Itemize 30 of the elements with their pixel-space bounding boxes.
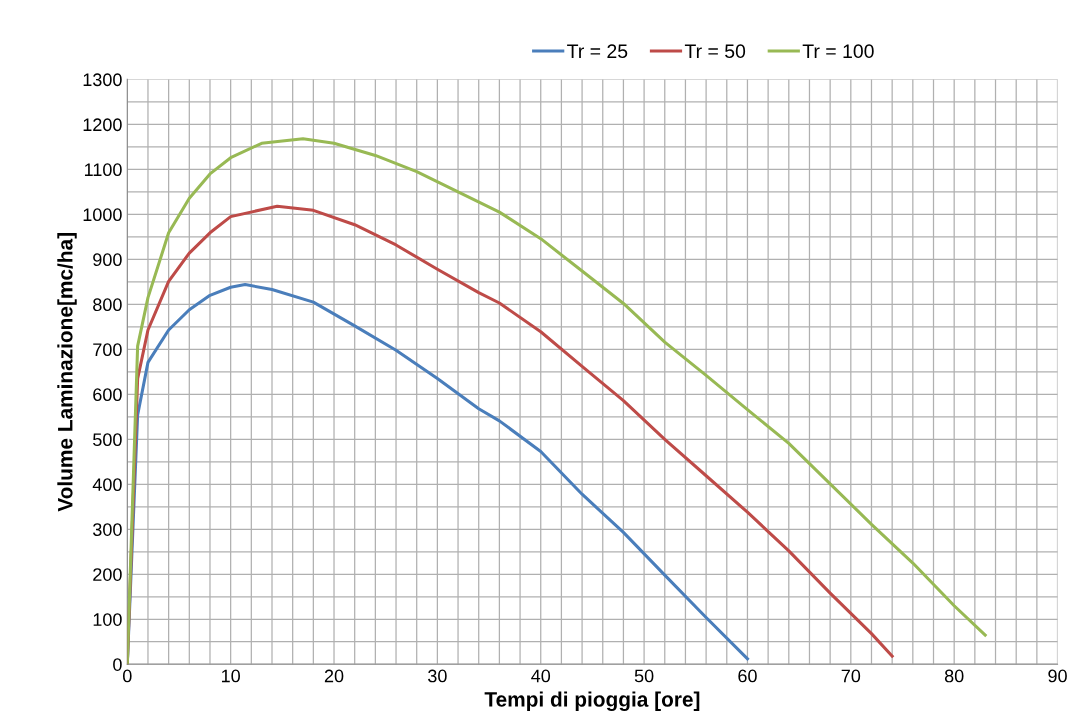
line-series [127,137,987,665]
x-tick-label: 50 [634,669,654,683]
x-tick-label: 40 [531,669,551,683]
y-tick-label: 0 [113,658,122,671]
y-tick-label: 800 [93,298,122,312]
x-tick-label: 60 [738,669,757,683]
y-tick-label: 1100 [84,163,122,177]
y-tick-label: 1000 [83,208,122,222]
y-tick-label: 900 [93,253,122,267]
x-axis-title: Tempi di pioggia [ore] [484,691,700,711]
y-tick-label: 1300 [83,73,122,87]
x-tick-label: 70 [841,669,861,683]
y-tick-label: 1200 [83,118,122,132]
x-tick-label: 20 [324,669,344,683]
x-tick-label: 10 [221,669,240,683]
legend-label: Tr = 25 [567,44,628,59]
x-tick-label: 90 [1048,669,1067,683]
x-tick-label: 30 [428,669,447,683]
y-tick-label: 200 [93,568,122,581]
y-tick-label: 500 [93,433,122,447]
y-tick-label: 300 [93,523,122,536]
legend-label: Tr = 100 [802,44,874,59]
y-tick-label: 100 [93,613,122,626]
x-tick-label: 0 [122,669,132,683]
y-tick-label: 700 [93,343,122,357]
y-tick-label: 400 [92,478,122,492]
y-axis-title: Volume Laminazione[mc/ha] [57,233,77,512]
x-tick-label: 80 [944,669,964,683]
legend-label: Tr = 50 [684,44,746,59]
y-tick-label: 600 [93,388,122,402]
